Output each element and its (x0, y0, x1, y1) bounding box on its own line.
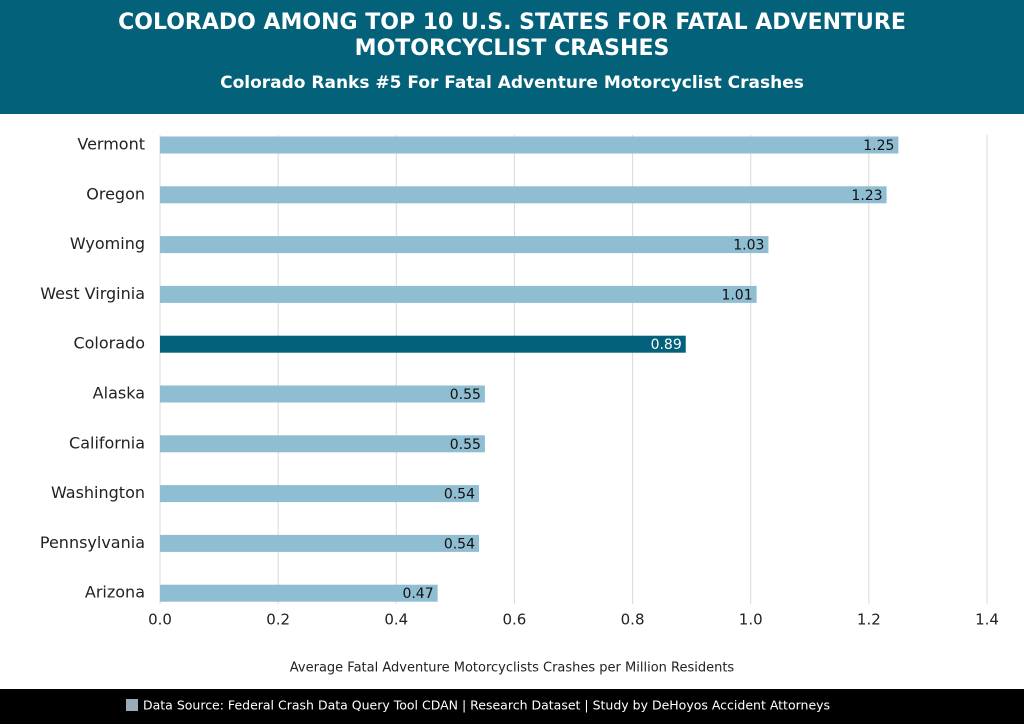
x-tick-label: 0.4 (384, 611, 408, 629)
bar (160, 385, 485, 403)
value-label: 0.47 (402, 586, 433, 602)
bar (160, 485, 479, 503)
value-label: 0.54 (444, 487, 475, 503)
title-box: COLORADO AMONG TOP 10 U.S. STATES FOR FA… (118, 10, 906, 61)
x-tick-label: 0.2 (266, 611, 290, 629)
y-tick-label: Colorado (73, 334, 145, 353)
y-tick-label: Alaska (93, 384, 145, 403)
bar (160, 584, 438, 602)
value-label: 1.03 (733, 238, 764, 254)
x-tick-label: 1.4 (975, 611, 999, 629)
bar (160, 285, 757, 303)
x-tick-label: 0.0 (148, 611, 172, 629)
x-tick-label: 0.8 (621, 611, 645, 629)
y-tick-label: Oregon (86, 184, 145, 203)
bar (160, 335, 686, 353)
value-label: 0.89 (651, 337, 682, 353)
x-tick-label: 1.2 (857, 611, 881, 629)
bar (160, 136, 899, 154)
bar (160, 435, 485, 453)
value-label: 1.01 (721, 287, 752, 303)
source-note: Data Source: Federal Crash Data Query To… (143, 698, 830, 713)
chart-icon (126, 699, 138, 711)
footer-band (0, 689, 1024, 724)
y-tick-label: West Virginia (40, 284, 145, 303)
bar (160, 186, 887, 204)
bar (160, 534, 479, 552)
y-tick-label: Washington (51, 483, 145, 502)
value-label: 0.55 (450, 437, 481, 453)
y-tick-label: Vermont (77, 135, 145, 154)
y-tick-label: Pennsylvania (40, 533, 145, 552)
chart-title: COLORADO AMONG TOP 10 U.S. STATES FOR FA… (118, 10, 906, 61)
y-tick-label: Arizona (85, 583, 145, 602)
plot-area: 0.0 0.2 0.4 0.6 0.8 1.0 1.2 1.4 Vermont 1.25 Orego… (40, 135, 999, 629)
value-label: 1.23 (851, 188, 882, 204)
y-tick-label: California (69, 433, 145, 452)
x-axis-label: Average Fatal Adventure Motorcyclists Cr… (290, 661, 735, 676)
y-tick-label: Wyoming (70, 234, 145, 253)
header-band (0, 0, 1024, 114)
value-label: 0.55 (450, 387, 481, 403)
bar (160, 236, 769, 254)
value-label: 0.54 (444, 536, 475, 552)
chart-subtitle: Colorado Ranks #5 For Fatal Adventure Mo… (220, 73, 804, 93)
x-tick-label: 0.6 (502, 611, 526, 629)
value-label: 1.25 (863, 138, 894, 154)
x-tick-label: 1.0 (739, 611, 763, 629)
